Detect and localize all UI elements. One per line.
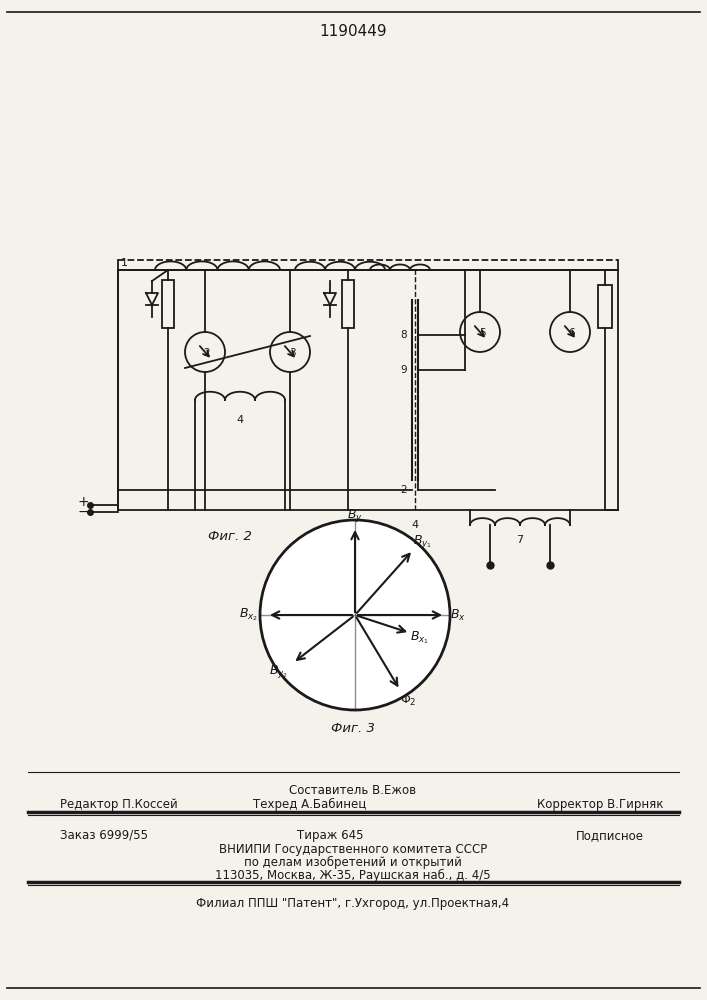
Text: 1: 1 [121,258,128,268]
Text: Корректор В.Гирняк: Корректор В.Гирняк [537,798,663,811]
Text: 6: 6 [568,328,575,338]
Text: 4: 4 [236,415,244,425]
Text: $B_{y_2}$: $B_{y_2}$ [269,662,288,680]
Text: $B_x$: $B_x$ [450,607,466,623]
Text: $B_{x_2}$: $B_{x_2}$ [240,607,259,623]
Text: 2: 2 [204,348,210,358]
Text: 3: 3 [288,348,296,358]
Text: 113035, Москва, Ж-35, Раушская наб., д. 4/5: 113035, Москва, Ж-35, Раушская наб., д. … [215,869,491,882]
Text: Тираж 645: Тираж 645 [297,829,363,842]
Text: ВНИИПИ Государственного комитета СССР: ВНИИПИ Государственного комитета СССР [219,843,487,856]
Text: 4: 4 [411,520,419,530]
Text: Редактор П.Коссей: Редактор П.Коссей [60,798,177,811]
Text: Подписное: Подписное [576,829,644,842]
Text: Фиг. 2: Фиг. 2 [208,530,252,543]
Text: Филиал ППШ "Патент", г.Ухгород, ул.Проектная,4: Филиал ППШ "Патент", г.Ухгород, ул.Проек… [197,897,510,910]
Bar [342,280,354,328]
Text: $B_{y_1}$: $B_{y_1}$ [414,534,433,550]
Bar [162,280,174,328]
Text: −: − [77,505,89,519]
Text: 2: 2 [400,485,407,495]
Text: Заказ 6999/55: Заказ 6999/55 [60,829,148,842]
Text: 1190449: 1190449 [319,24,387,39]
Circle shape [260,520,450,710]
Text: 5: 5 [479,328,485,338]
Bar [598,285,612,328]
Text: $B_y$: $B_y$ [347,506,363,524]
Text: Составитель В.Ежов: Составитель В.Ежов [289,784,416,797]
Text: Техред А.Бабинец: Техред А.Бабинец [253,798,367,811]
Text: Фиг. 3: Фиг. 3 [331,722,375,735]
Text: 8: 8 [400,330,407,340]
Text: +: + [77,495,89,509]
Text: $\Phi_2$: $\Phi_2$ [399,692,416,708]
Text: 7: 7 [516,535,524,545]
Text: по делам изобретений и открытий: по делам изобретений и открытий [244,856,462,869]
Text: 9: 9 [400,365,407,375]
Text: $B_{x_1}$: $B_{x_1}$ [411,630,430,646]
